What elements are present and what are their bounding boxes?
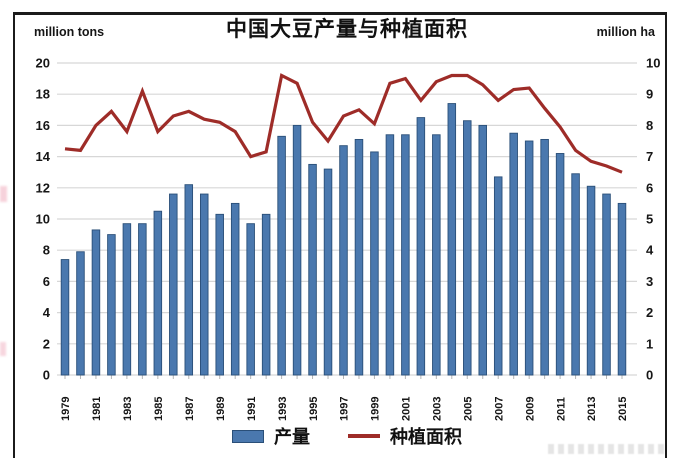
legend-label-production: 产量 (274, 427, 310, 447)
bar-1981 (91, 229, 101, 376)
bar-1980 (76, 251, 85, 376)
left-axis-tick-label: 16 (36, 118, 50, 133)
left-axis-tick-label: 14 (36, 149, 51, 164)
bar-2000 (385, 134, 395, 376)
right-axis-tick-label: 2 (646, 305, 653, 320)
bar-2006 (478, 124, 487, 376)
left-axis-unit-label: million tons (34, 25, 105, 39)
planted-area-line (64, 73, 623, 174)
bar-1999 (370, 151, 379, 376)
bar-1979 (60, 259, 70, 376)
chart-frame (13, 12, 667, 458)
bar-2005 (463, 120, 472, 376)
x-axis-label: 2001 (401, 397, 413, 421)
right-axis-tick-label: 8 (646, 118, 653, 133)
left-axis-tick-label: 20 (36, 56, 50, 71)
bar-1991 (246, 223, 255, 376)
bar-1988 (199, 193, 209, 376)
bar-1993 (277, 135, 286, 376)
bar-1986 (169, 193, 178, 376)
bar-2013 (586, 185, 596, 376)
left-axis-tick-label: 10 (36, 212, 50, 227)
x-axis-label: 1985 (153, 397, 165, 421)
bar-1992 (261, 213, 271, 376)
left-axis-tick-label: 8 (43, 243, 50, 258)
right-axis-tick-label: 5 (646, 212, 653, 227)
bar-1983 (122, 223, 132, 376)
x-axis-label: 2015 (617, 397, 629, 421)
x-axis-label: 1987 (184, 397, 196, 421)
bar-1997 (339, 145, 348, 376)
right-axis-tick-label: 7 (646, 149, 653, 164)
legend-label-area: 种植面积 (390, 427, 462, 447)
x-axis-label: 2009 (524, 397, 536, 421)
legend-item-area: 种植面积 (348, 423, 462, 449)
x-axis-label: 2007 (493, 397, 505, 421)
bar-2010 (540, 138, 549, 376)
bar-1994 (292, 124, 302, 376)
bar-2004 (447, 103, 457, 376)
bar-1990 (230, 202, 240, 376)
right-axis-tick-label: 10 (646, 56, 660, 71)
bar-1984 (138, 223, 147, 376)
bar-2014 (602, 193, 611, 376)
x-axis-label: 1999 (370, 397, 382, 421)
left-axis-tick-label: 12 (36, 180, 50, 195)
bar-1989 (215, 213, 224, 376)
bar-2009 (524, 140, 534, 376)
x-axis-label: 1993 (277, 397, 289, 421)
x-axis-label: 1983 (122, 397, 134, 421)
bar-2011 (555, 153, 565, 376)
bar-1987 (184, 184, 194, 376)
left-axis-tick-label: 6 (43, 274, 50, 289)
left-axis-tick-label: 2 (43, 336, 50, 351)
right-axis-unit-label: million ha (596, 25, 655, 39)
left-axis-tick-label: 4 (43, 305, 51, 320)
right-axis-tick-label: 3 (646, 274, 653, 289)
x-axis-label: 1981 (91, 397, 103, 421)
x-axis-label: 1979 (60, 397, 72, 421)
right-axis-tick-label: 6 (646, 180, 653, 195)
x-axis-label: 1989 (215, 397, 227, 421)
legend: 产量 种植面积 (57, 423, 637, 449)
right-axis-tick-label: 9 (646, 87, 653, 102)
chart-title: 中国大豆产量与种植面积 (226, 18, 468, 41)
bar-1985 (153, 210, 163, 376)
right-axis-tick-label: 1 (646, 336, 653, 351)
bar-2003 (432, 134, 441, 376)
bar-2008 (509, 132, 518, 376)
left-axis-tick-label: 18 (36, 87, 50, 102)
x-axis-label: 2013 (586, 397, 598, 421)
right-axis-tick-label: 4 (646, 243, 654, 258)
bar-2015 (617, 202, 627, 376)
bar-2001 (401, 134, 410, 376)
x-axis-label: 1997 (339, 397, 351, 421)
x-axis-label: 1991 (246, 397, 258, 421)
left-axis-tick-label: 0 (43, 368, 50, 383)
bar-2002 (416, 117, 426, 376)
right-axis-tick-label: 0 (646, 368, 653, 383)
legend-bar-swatch (232, 429, 264, 443)
bar-1995 (308, 163, 317, 376)
x-axis-label: 1995 (308, 397, 320, 421)
bar-1998 (354, 138, 364, 376)
bar-1982 (107, 234, 116, 376)
legend-line-swatch (348, 434, 380, 438)
x-axis-label: 2011 (555, 397, 567, 421)
bar-2007 (493, 176, 503, 376)
bar-1996 (323, 168, 333, 376)
x-axis-label: 2005 (462, 397, 474, 421)
legend-item-production: 产量 (232, 423, 310, 449)
bar-2012 (571, 173, 580, 376)
x-axis-label: 2003 (432, 397, 444, 421)
